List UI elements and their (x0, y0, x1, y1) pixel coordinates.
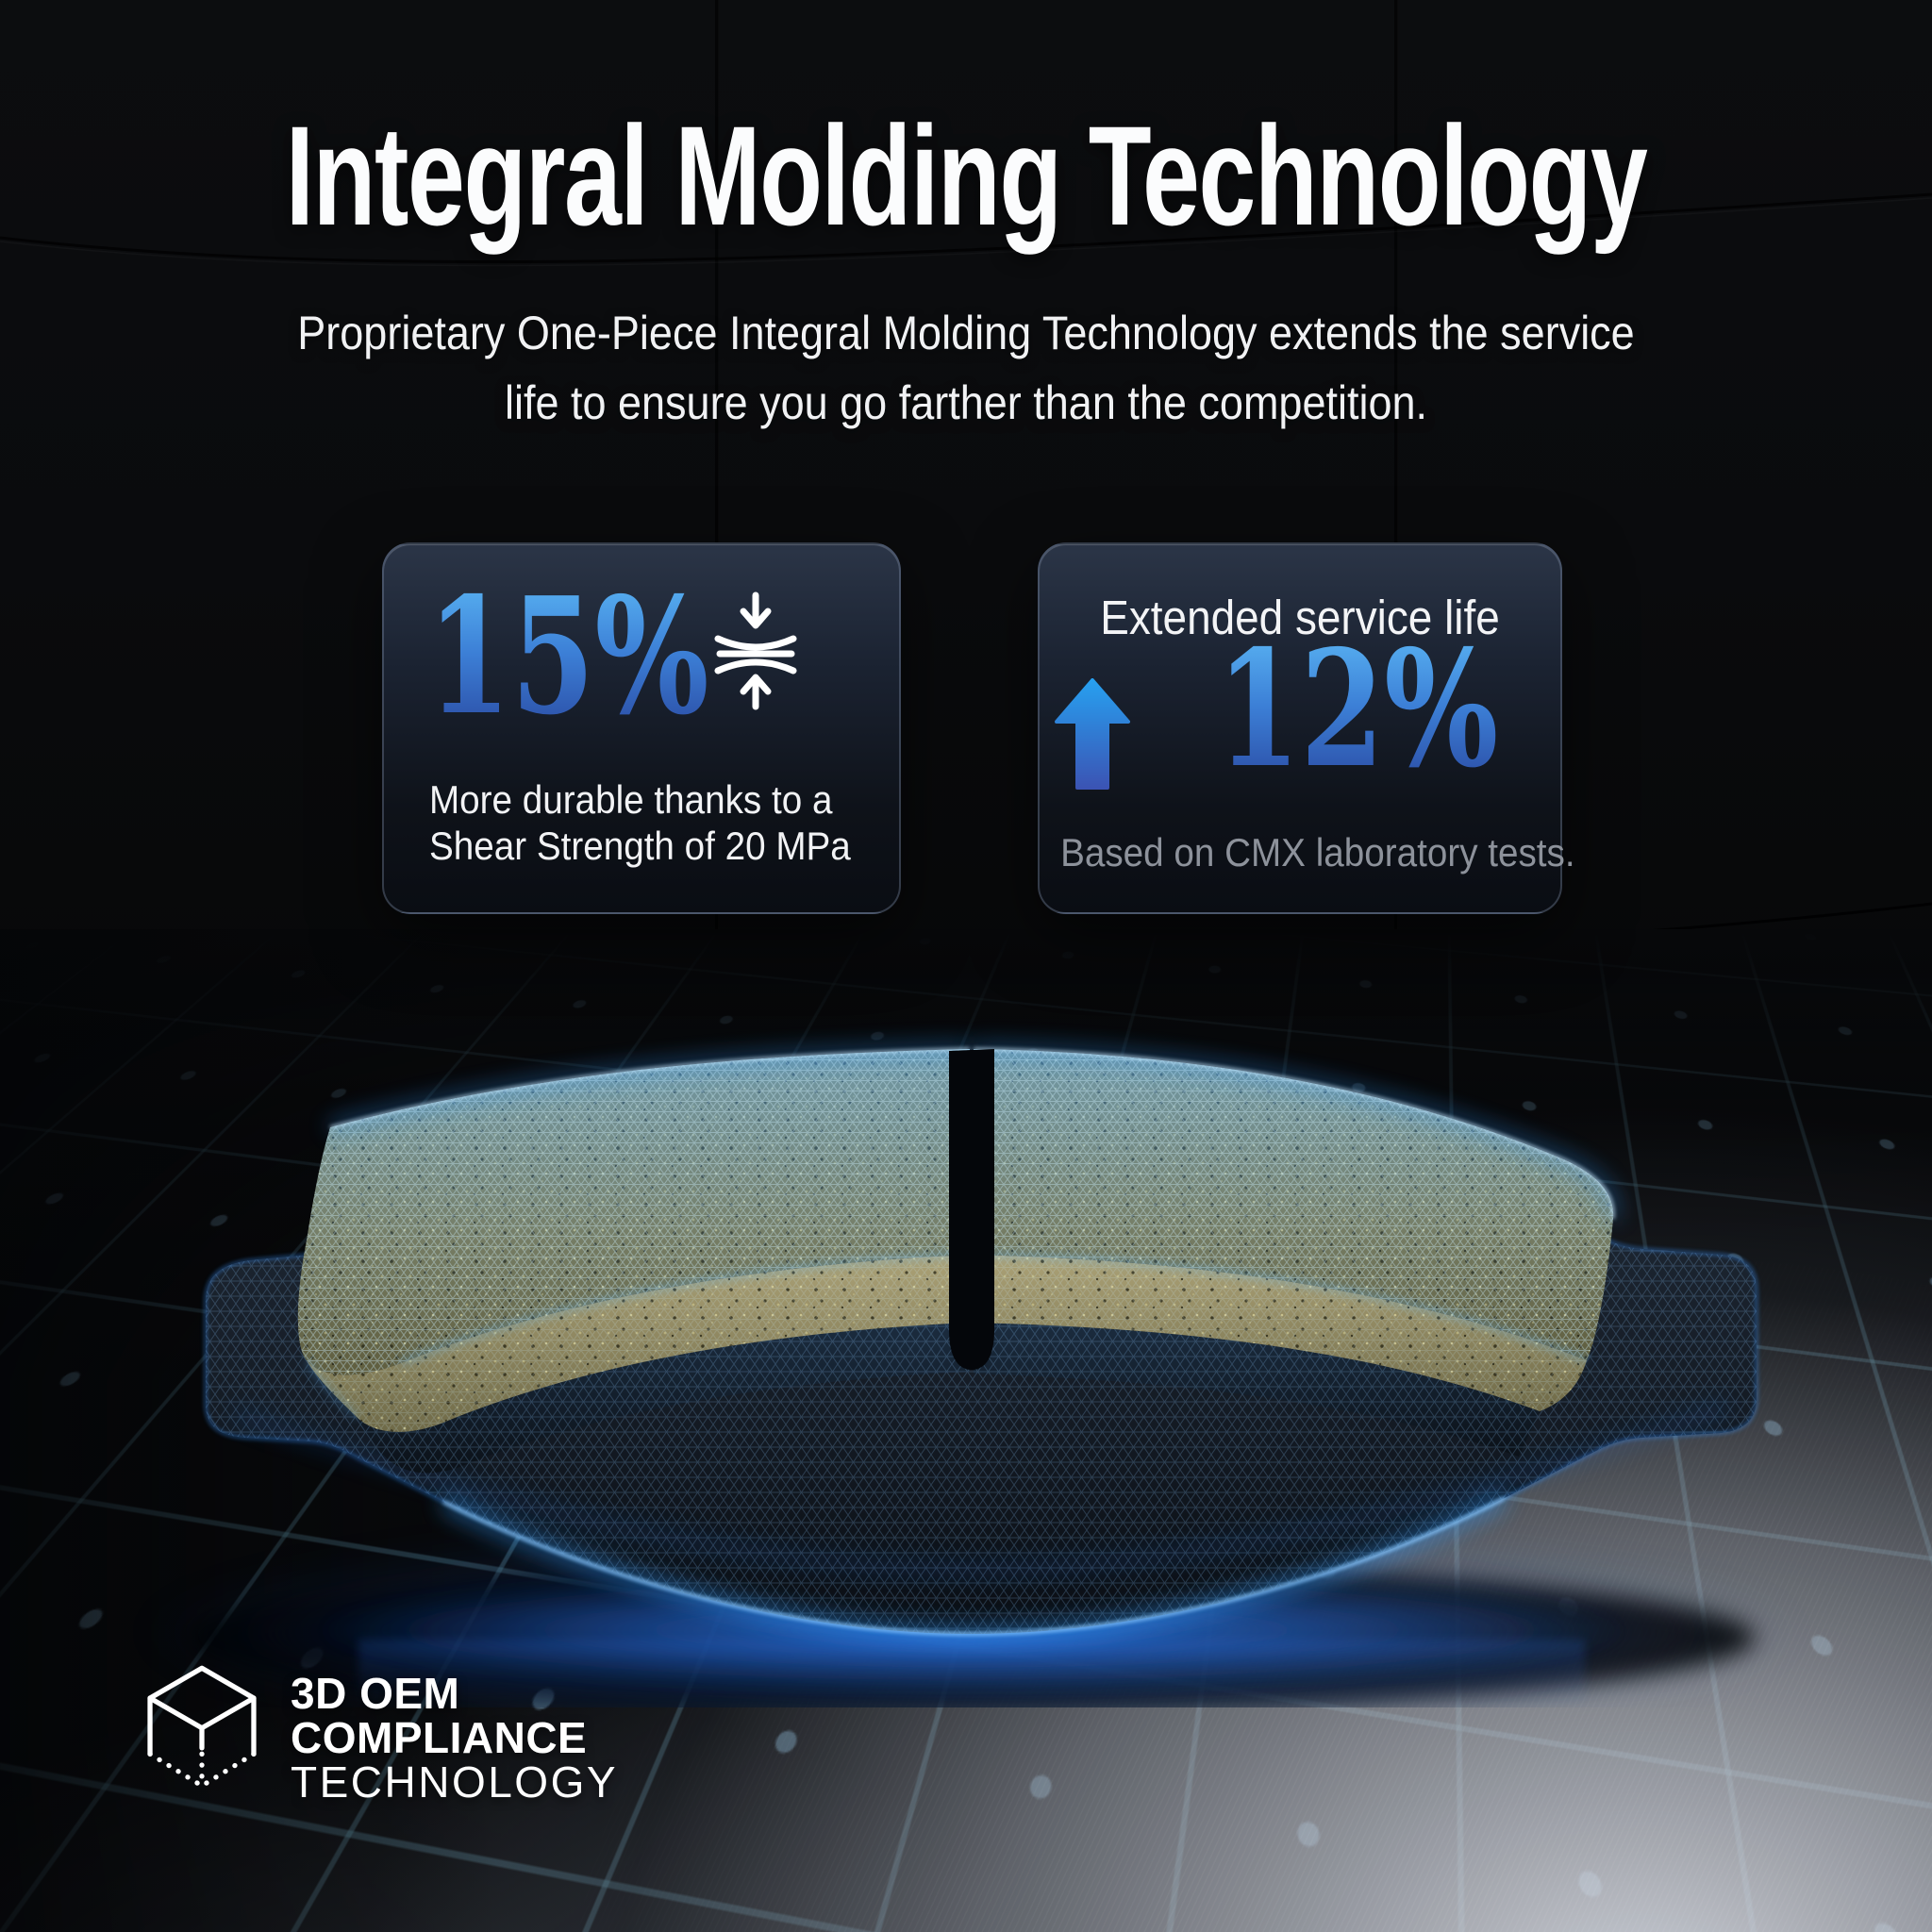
service-life-value: 12% (1216, 615, 1499, 804)
compression-icon (714, 591, 797, 710)
badge-line-1: 3D OEM (291, 1669, 460, 1718)
pad-floor-reflection (358, 1640, 1585, 1707)
wall-seam-vertical (715, 0, 719, 943)
service-life-stat-row: 12% (1040, 629, 1560, 790)
service-life-footnote: Based on CMX laboratory tests. (1060, 830, 1575, 874)
durability-description: More durable thanks to a Shear Strength … (429, 776, 851, 869)
pad-right-half (974, 1049, 1614, 1457)
pad-left-half (297, 1049, 970, 1474)
durability-description-line-1: More durable thanks to a (429, 777, 833, 822)
durability-value-wrap: 15% (427, 576, 803, 737)
brake-pad-3d-wireframe (132, 1044, 1811, 1707)
page-title: Integral Molding Technology (285, 96, 1648, 255)
wireframe-cube-icon (147, 1665, 257, 1789)
badge-line-3: TECHNOLOGY (291, 1757, 619, 1807)
page-subtitle: Proprietary One-Piece Integral Molding T… (96, 298, 1835, 438)
arrow-up-icon (1054, 678, 1130, 790)
technology-badge: 3D OEM COMPLIANCE TECHNOLOGY (142, 1662, 618, 1805)
technology-badge-text: 3D OEM COMPLIANCE TECHNOLOGY (291, 1672, 618, 1805)
pad-rim-glow (305, 1044, 1618, 1419)
durability-value: 15% (427, 562, 709, 751)
badge-line-2: COMPLIANCE (291, 1713, 588, 1762)
subtitle-line-2: life to ensure you go farther than the c… (504, 376, 1428, 429)
service-life-title: Extended service life (1100, 591, 1500, 644)
durability-stat-card: 15% More durable thanks to a Shear Stren… (382, 542, 901, 914)
background-wall (0, 0, 1932, 1019)
pad-center-slot (945, 1049, 998, 1370)
durability-description-line-2: Shear Strength of 20 MPa (429, 824, 851, 868)
wall-seam-vertical (1394, 0, 1398, 943)
service-life-stat-card: Extended service life 12% Based on CMX l… (1038, 542, 1575, 914)
subtitle-line-1: Proprietary One-Piece Integral Molding T… (297, 307, 1635, 359)
